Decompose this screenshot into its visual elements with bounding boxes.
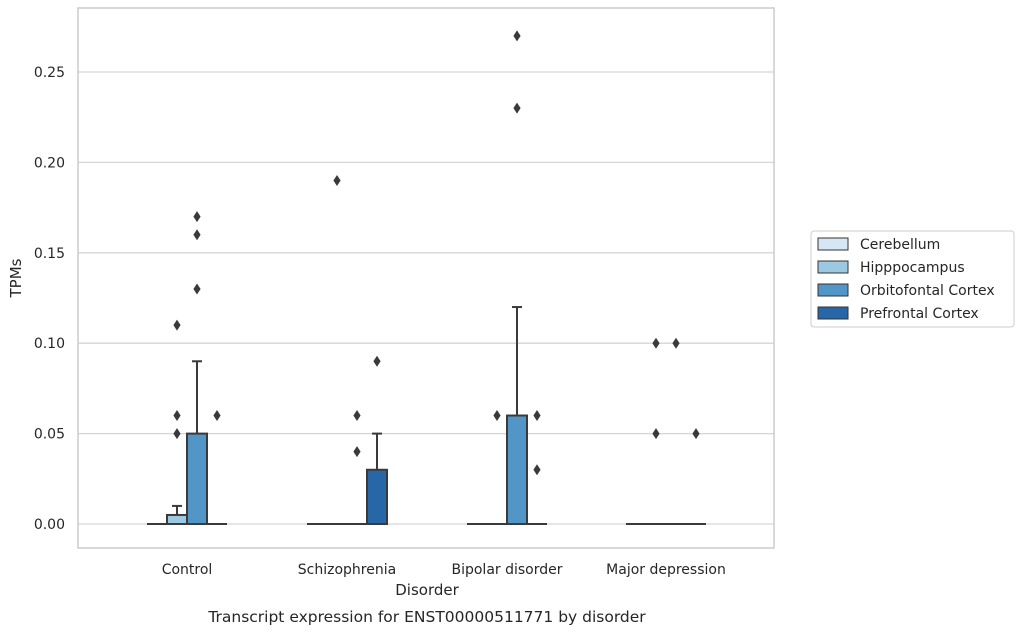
outlier-point	[373, 355, 381, 367]
outlier-point	[652, 337, 660, 349]
y-tick-label: 0.10	[34, 336, 65, 352]
box-hipppocampus-3	[646, 337, 666, 525]
outlier-point	[353, 446, 361, 458]
x-tick-label: Major depression	[606, 562, 726, 578]
y-axis-ticks: 0.00 0.05 0.10 0.15 0.20 0.25	[34, 65, 65, 533]
box-prefrontal-cortex-1	[366, 355, 388, 526]
legend-swatch	[817, 283, 849, 297]
outlier-point	[173, 319, 181, 331]
outlier-point	[672, 337, 680, 349]
y-tick-label: 0.05	[34, 427, 65, 443]
x-tick-label: Schizophrenia	[298, 562, 396, 578]
outlier-point	[193, 283, 201, 295]
legend: Cerebellum Hipppocampus Orbitofontal Corte…	[810, 230, 1015, 328]
legend-swatch	[817, 260, 849, 274]
outlier-point	[173, 428, 181, 440]
outlier-point	[213, 410, 221, 422]
outlier-point	[173, 410, 181, 422]
outlier-point	[513, 102, 521, 114]
outlier-point	[353, 410, 361, 422]
box-body	[166, 513, 188, 526]
outlier-point	[493, 410, 501, 422]
legend-label: Hipppocampus	[860, 260, 965, 276]
x-axis-ticks: Control Schizophrenia Bipolar disorder Majo…	[162, 562, 726, 578]
box-hipppocampus-2	[487, 410, 507, 525]
legend-item: Orbitofontal Cortex	[817, 283, 995, 299]
x-tick-label: Control	[162, 562, 213, 578]
box-prefrontal-cortex-2	[527, 410, 547, 525]
legend-item: Prefrontal Cortex	[817, 306, 979, 322]
box-body	[506, 414, 528, 525]
x-axis-label: Disorder	[395, 581, 459, 599]
legend-label: Prefrontal Cortex	[860, 306, 979, 322]
y-tick-label: 0.00	[34, 517, 65, 533]
box-prefrontal-cortex-0	[207, 410, 227, 525]
plot-frame	[77, 7, 775, 549]
box-body	[366, 468, 388, 526]
box-orbitofontal-cortex-0	[186, 211, 208, 526]
y-axis-label: TPMs	[7, 258, 25, 298]
legend-item: Hipppocampus	[817, 260, 965, 276]
outlier-point	[193, 229, 201, 241]
box-prefrontal-cortex-3	[686, 428, 706, 525]
y-tick-label: 0.20	[34, 155, 65, 171]
y-tick-label: 0.15	[34, 246, 65, 262]
legend-swatch	[817, 306, 849, 320]
x-tick-label: Bipolar disorder	[451, 562, 562, 578]
legend-item: Cerebellum	[817, 237, 940, 253]
outlier-point	[533, 410, 541, 422]
outlier-point	[513, 30, 521, 42]
box-orbitofontal-cortex-2	[506, 30, 528, 525]
legend-label: Cerebellum	[860, 237, 940, 253]
chart-caption: Transcript expression for ENST0000051177…	[207, 608, 646, 626]
y-tick-label: 0.25	[34, 65, 65, 81]
box-body	[186, 432, 208, 526]
plot-marks	[147, 30, 706, 526]
legend-frame	[810, 230, 1015, 328]
outlier-point	[193, 211, 201, 223]
outlier-point	[652, 428, 660, 440]
box-orbitofontal-cortex-1	[347, 410, 367, 525]
legend-label: Orbitofontal Cortex	[860, 283, 995, 299]
outlier-point	[533, 464, 541, 476]
box-hipppocampus-1	[327, 174, 347, 525]
box-orbitofontal-cortex-3	[666, 337, 686, 525]
box-hipppocampus-0	[166, 319, 188, 526]
outlier-point	[692, 428, 700, 440]
legend-swatch	[817, 237, 849, 251]
outlier-point	[333, 174, 341, 186]
